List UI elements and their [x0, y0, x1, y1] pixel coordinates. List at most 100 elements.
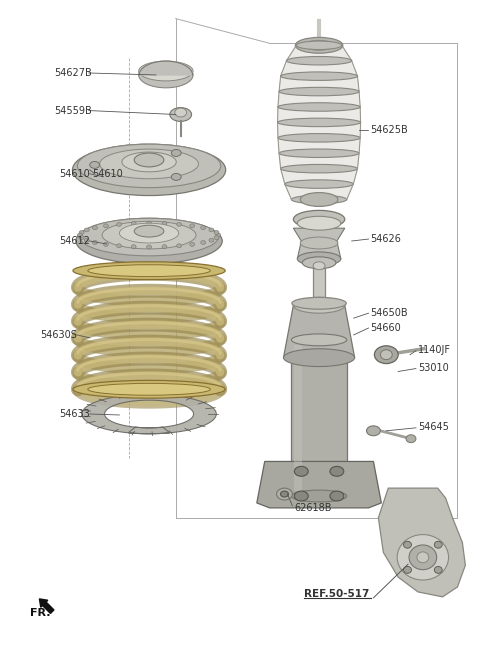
Ellipse shape: [434, 541, 442, 548]
Ellipse shape: [93, 226, 97, 230]
Ellipse shape: [330, 466, 344, 476]
Text: 54633: 54633: [59, 409, 90, 419]
Polygon shape: [139, 61, 192, 75]
Ellipse shape: [177, 222, 181, 226]
Ellipse shape: [134, 153, 164, 167]
Ellipse shape: [280, 491, 288, 497]
Ellipse shape: [294, 491, 308, 501]
Ellipse shape: [120, 223, 179, 243]
Ellipse shape: [281, 72, 358, 81]
Polygon shape: [293, 228, 345, 259]
Ellipse shape: [380, 350, 392, 359]
Ellipse shape: [292, 297, 346, 309]
Ellipse shape: [117, 222, 121, 226]
Text: 53010: 53010: [418, 363, 449, 373]
Ellipse shape: [297, 216, 341, 230]
Text: 62618B: 62618B: [294, 503, 332, 513]
Text: 54660: 54660: [371, 323, 401, 333]
Ellipse shape: [146, 245, 152, 249]
Ellipse shape: [131, 222, 136, 226]
Ellipse shape: [117, 244, 121, 248]
Bar: [291, 340, 347, 496]
Ellipse shape: [291, 490, 347, 502]
Polygon shape: [284, 305, 355, 358]
Ellipse shape: [285, 180, 353, 188]
Ellipse shape: [214, 230, 219, 234]
Bar: [294, 345, 302, 491]
Ellipse shape: [171, 173, 181, 180]
Text: 54610: 54610: [92, 169, 122, 179]
Ellipse shape: [281, 165, 358, 173]
Ellipse shape: [287, 56, 352, 65]
Ellipse shape: [79, 230, 84, 234]
Text: 54559B: 54559B: [54, 106, 92, 115]
Ellipse shape: [162, 245, 167, 249]
Ellipse shape: [434, 566, 442, 573]
Ellipse shape: [201, 226, 205, 230]
Ellipse shape: [284, 349, 355, 367]
Ellipse shape: [293, 297, 345, 313]
Ellipse shape: [291, 195, 347, 204]
Ellipse shape: [304, 41, 334, 51]
Text: 54625B: 54625B: [371, 125, 408, 135]
Ellipse shape: [278, 134, 360, 142]
Ellipse shape: [170, 108, 192, 121]
Ellipse shape: [190, 224, 195, 228]
Ellipse shape: [417, 552, 429, 563]
Ellipse shape: [80, 218, 218, 256]
Ellipse shape: [409, 545, 437, 569]
Ellipse shape: [93, 241, 97, 245]
Ellipse shape: [76, 218, 222, 264]
Ellipse shape: [88, 265, 210, 277]
Ellipse shape: [296, 41, 342, 50]
Ellipse shape: [300, 237, 338, 249]
Ellipse shape: [146, 221, 152, 225]
Text: FR.: FR.: [30, 607, 51, 617]
Ellipse shape: [279, 149, 359, 157]
Ellipse shape: [277, 118, 360, 127]
Ellipse shape: [313, 262, 325, 270]
Polygon shape: [277, 45, 360, 199]
Text: 54612: 54612: [59, 236, 90, 246]
Ellipse shape: [84, 228, 89, 232]
Ellipse shape: [73, 380, 225, 398]
Ellipse shape: [102, 221, 196, 249]
Ellipse shape: [294, 466, 308, 476]
Text: 54627B: 54627B: [54, 68, 92, 78]
Text: 54626: 54626: [371, 234, 401, 244]
FancyArrow shape: [39, 599, 54, 613]
Ellipse shape: [171, 150, 181, 156]
Ellipse shape: [134, 225, 164, 237]
Ellipse shape: [201, 241, 205, 245]
Ellipse shape: [190, 242, 195, 247]
Ellipse shape: [279, 87, 359, 96]
Ellipse shape: [397, 535, 448, 580]
Ellipse shape: [209, 238, 214, 242]
Ellipse shape: [131, 245, 136, 249]
Ellipse shape: [276, 488, 292, 500]
Ellipse shape: [216, 233, 221, 237]
Ellipse shape: [295, 37, 343, 53]
Polygon shape: [82, 394, 216, 434]
Bar: [313, 266, 325, 305]
Ellipse shape: [404, 566, 411, 573]
Ellipse shape: [300, 193, 338, 207]
Ellipse shape: [77, 233, 83, 237]
Text: 54650B: 54650B: [371, 308, 408, 318]
Ellipse shape: [177, 244, 181, 248]
Ellipse shape: [104, 224, 108, 228]
Ellipse shape: [374, 346, 398, 363]
Polygon shape: [378, 488, 466, 597]
Ellipse shape: [175, 108, 187, 117]
Ellipse shape: [214, 236, 219, 239]
Ellipse shape: [278, 103, 360, 112]
Ellipse shape: [72, 144, 226, 195]
Ellipse shape: [79, 236, 84, 239]
Text: 54630S: 54630S: [40, 330, 77, 340]
Ellipse shape: [330, 491, 344, 501]
Ellipse shape: [139, 61, 193, 81]
Polygon shape: [257, 461, 381, 508]
Ellipse shape: [77, 144, 221, 188]
Ellipse shape: [122, 152, 176, 172]
Ellipse shape: [104, 242, 108, 247]
